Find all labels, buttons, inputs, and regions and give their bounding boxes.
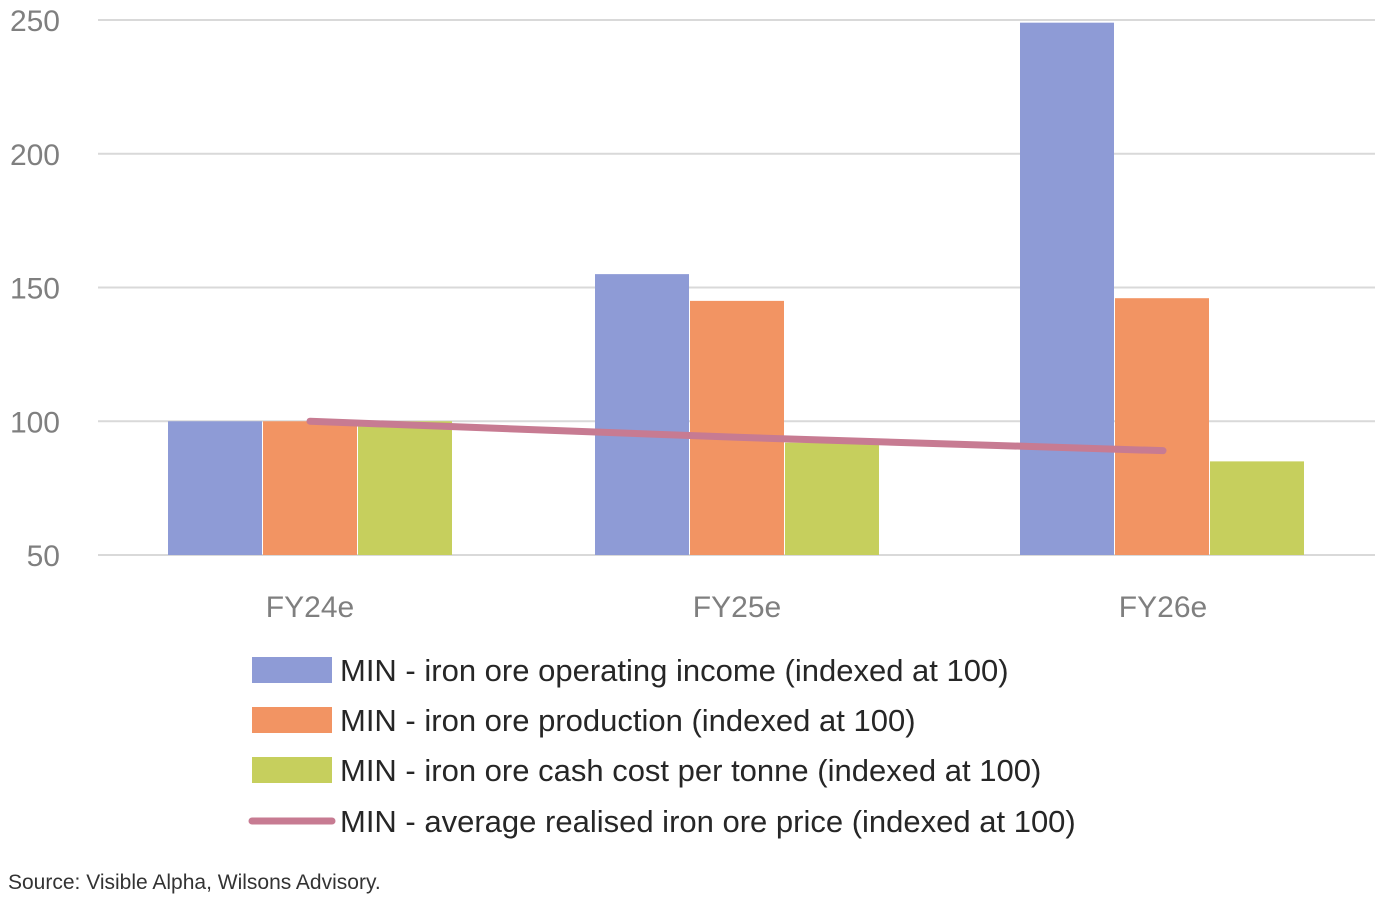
y-tick-label: 250 — [10, 5, 60, 38]
legend-label-3: MIN - iron ore cash cost per tonne (inde… — [340, 753, 1041, 788]
legend: MIN - iron ore operating income (indexed… — [248, 653, 1076, 839]
bar-fy24e-series-3 — [358, 421, 452, 555]
y-tick-label: 100 — [10, 406, 60, 439]
legend-label-2: MIN - iron ore production (indexed at 10… — [340, 703, 916, 738]
legend-label-1: MIN - iron ore operating income (indexed… — [340, 653, 1009, 688]
bar-fy25e-series-1 — [595, 274, 689, 555]
y-tick-label: 150 — [10, 273, 60, 306]
bar-fy26e-series-1 — [1020, 22, 1114, 556]
bar-fy24e-series-1 — [168, 421, 262, 555]
x-category-label: FY26e — [1119, 591, 1207, 624]
y-tick-label: 200 — [10, 139, 60, 172]
y-axis-tick-labels: 50 100 150 200 250 — [10, 5, 60, 573]
legend-label-4: MIN - average realised iron ore price (i… — [340, 804, 1076, 839]
x-category-label: FY24e — [266, 591, 354, 624]
bar-fy25e-series-2 — [690, 300, 784, 555]
x-category-label: FY25e — [693, 591, 781, 624]
bar-fy25e-series-3 — [785, 442, 879, 555]
bars — [168, 22, 1304, 556]
bar-fy26e-series-3 — [1210, 461, 1304, 555]
x-axis-category-labels: FY24e FY25e FY26e — [266, 591, 1207, 624]
bar-fy26e-series-2 — [1115, 298, 1209, 555]
bar-fy24e-series-2 — [263, 421, 357, 555]
legend-swatch-2 — [252, 707, 332, 733]
legend-swatch-1 — [252, 657, 332, 683]
price-line — [306, 417, 1167, 455]
y-tick-label: 50 — [27, 540, 60, 573]
source-note: Source: Visible Alpha, Wilsons Advisory. — [8, 871, 381, 894]
legend-swatch-3 — [252, 757, 332, 783]
